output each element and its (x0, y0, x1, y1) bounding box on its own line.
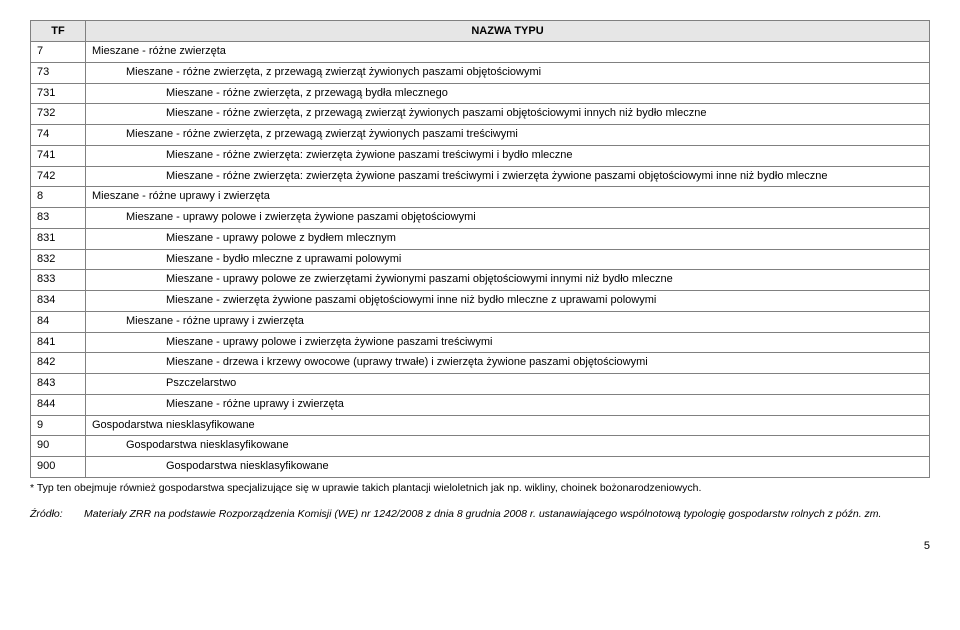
table-row: 731Mieszane - różne zwierzęta, z przewag… (31, 83, 930, 104)
cell-tf: 90 (31, 436, 86, 457)
table-header-row: TF NAZWA TYPU (31, 21, 930, 42)
cell-tf: 742 (31, 166, 86, 187)
table-row: 832Mieszane - bydło mleczne z uprawami p… (31, 249, 930, 270)
source-line: Źródło: Materiały ZRR na podstawie Rozpo… (30, 508, 930, 520)
cell-tf: 9 (31, 415, 86, 436)
cell-name: Gospodarstwa niesklasyfikowane (86, 415, 930, 436)
cell-name: Pszczelarstwo (86, 374, 930, 395)
footnote-text: * Typ ten obejmuje również gospodarstwa … (30, 482, 930, 494)
source-text: Materiały ZRR na podstawie Rozporządzeni… (84, 508, 881, 520)
cell-name: Mieszane - różne zwierzęta: zwierzęta ży… (86, 145, 930, 166)
table-row: 73Mieszane - różne zwierzęta, z przewagą… (31, 62, 930, 83)
table-row: 833Mieszane - uprawy polowe ze zwierzęta… (31, 270, 930, 291)
cell-tf: 8 (31, 187, 86, 208)
cell-tf: 73 (31, 62, 86, 83)
cell-name: Mieszane - różne zwierzęta, z przewagą z… (86, 104, 930, 125)
table-row: 742Mieszane - różne zwierzęta: zwierzęta… (31, 166, 930, 187)
cell-name: Mieszane - uprawy polowe i zwierzęta żyw… (86, 208, 930, 229)
table-row: 74Mieszane - różne zwierzęta, z przewagą… (31, 125, 930, 146)
typology-table: TF NAZWA TYPU 7Mieszane - różne zwierzęt… (30, 20, 930, 478)
cell-name: Mieszane - uprawy polowe ze zwierzętami … (86, 270, 930, 291)
table-row: 843Pszczelarstwo (31, 374, 930, 395)
cell-name: Mieszane - różne zwierzęta (86, 42, 930, 63)
cell-name: Mieszane - różne zwierzęta, z przewagą z… (86, 125, 930, 146)
cell-tf: 833 (31, 270, 86, 291)
table-row: 831Mieszane - uprawy polowe z bydłem mle… (31, 228, 930, 249)
cell-name: Mieszane - zwierzęta żywione paszami obj… (86, 291, 930, 312)
cell-tf: 843 (31, 374, 86, 395)
cell-name: Mieszane - drzewa i krzewy owocowe (upra… (86, 353, 930, 374)
cell-tf: 844 (31, 394, 86, 415)
cell-tf: 841 (31, 332, 86, 353)
cell-name: Gospodarstwa niesklasyfikowane (86, 436, 930, 457)
cell-tf: 7 (31, 42, 86, 63)
cell-name: Mieszane - różne uprawy i zwierzęta (86, 394, 930, 415)
table-row: 83Mieszane - uprawy polowe i zwierzęta ż… (31, 208, 930, 229)
table-row: 84Mieszane - różne uprawy i zwierzęta (31, 311, 930, 332)
table-row: 842Mieszane - drzewa i krzewy owocowe (u… (31, 353, 930, 374)
cell-tf: 84 (31, 311, 86, 332)
cell-name: Mieszane - różne zwierzęta, z przewagą z… (86, 62, 930, 83)
table-row: 8Mieszane - różne uprawy i zwierzęta (31, 187, 930, 208)
cell-tf: 74 (31, 125, 86, 146)
cell-name: Mieszane - uprawy polowe i zwierzęta żyw… (86, 332, 930, 353)
table-row: 834Mieszane - zwierzęta żywione paszami … (31, 291, 930, 312)
cell-name: Mieszane - różne zwierzęta, z przewagą b… (86, 83, 930, 104)
cell-tf: 83 (31, 208, 86, 229)
cell-tf: 741 (31, 145, 86, 166)
cell-name: Mieszane - różne uprawy i zwierzęta (86, 187, 930, 208)
cell-name: Mieszane - różne zwierzęta: zwierzęta ży… (86, 166, 930, 187)
header-name: NAZWA TYPU (86, 21, 930, 42)
source-label: Źródło: (30, 508, 84, 520)
cell-tf: 732 (31, 104, 86, 125)
cell-name: Gospodarstwa niesklasyfikowane (86, 457, 930, 478)
table-row: 7Mieszane - różne zwierzęta (31, 42, 930, 63)
table-row: 841Mieszane - uprawy polowe i zwierzęta … (31, 332, 930, 353)
cell-tf: 832 (31, 249, 86, 270)
cell-tf: 834 (31, 291, 86, 312)
cell-tf: 842 (31, 353, 86, 374)
page-number: 5 (30, 540, 930, 552)
table-row: 9Gospodarstwa niesklasyfikowane (31, 415, 930, 436)
cell-tf: 900 (31, 457, 86, 478)
table-row: 900Gospodarstwa niesklasyfikowane (31, 457, 930, 478)
cell-name: Mieszane - bydło mleczne z uprawami polo… (86, 249, 930, 270)
table-row: 741Mieszane - różne zwierzęta: zwierzęta… (31, 145, 930, 166)
cell-name: Mieszane - uprawy polowe z bydłem mleczn… (86, 228, 930, 249)
cell-tf: 731 (31, 83, 86, 104)
table-row: 90Gospodarstwa niesklasyfikowane (31, 436, 930, 457)
table-row: 844Mieszane - różne uprawy i zwierzęta (31, 394, 930, 415)
table-row: 732Mieszane - różne zwierzęta, z przewag… (31, 104, 930, 125)
cell-tf: 831 (31, 228, 86, 249)
header-tf: TF (31, 21, 86, 42)
cell-name: Mieszane - różne uprawy i zwierzęta (86, 311, 930, 332)
